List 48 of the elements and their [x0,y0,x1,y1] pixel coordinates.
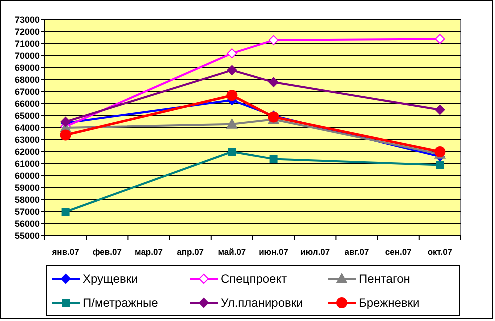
y-tick-label: 61000 [14,159,40,170]
x-tick-label: фев.07 [92,247,122,257]
legend-label: Пентагон [359,272,410,286]
y-tick-label: 56000 [14,219,40,230]
point [268,35,279,46]
x-tick-label: май.07 [218,247,246,257]
x-tick-label: апр.07 [177,247,204,257]
x-tick-label: сен.07 [385,247,412,257]
y-tick-label: 62000 [14,147,40,158]
y-tick-label: 71000 [14,39,40,50]
y-tick-label: 65000 [14,111,40,122]
point [268,77,279,88]
x-tick-label: июл.07 [300,247,330,257]
legend-label: Хрущевки [83,272,138,286]
y-tick-label: 55000 [14,231,40,242]
point [227,65,238,76]
y-tick-label: 58000 [14,195,40,206]
legend-label: Спецпроект [221,272,288,286]
y-tick-label: 69000 [14,63,40,74]
y-tick-label: 72000 [14,27,40,38]
y-tick-label: 67000 [14,87,40,98]
x-tick-label: мар.07 [135,247,164,257]
point [226,90,238,102]
point [62,208,70,216]
y-tick-label: 64000 [14,123,40,134]
y-tick-label: 66000 [14,99,40,110]
legend-label: П/метражные [83,296,159,310]
point [435,105,446,115]
x-tick-label: янв.07 [52,247,80,257]
y-tick-label: 70000 [14,51,40,62]
x-tick-label: окт.07 [428,247,453,257]
point [436,161,444,170]
y-tick-label: 63000 [14,135,40,146]
y-tick-label: 57000 [14,207,40,218]
y-tick-label: 68000 [14,75,40,86]
point [60,130,72,141]
legend-label: Ул.планировки [221,296,304,310]
y-tick-label: 73000 [14,15,40,26]
point [227,48,238,59]
point [228,148,236,156]
x-tick-label: июн.07 [259,247,289,257]
point [226,118,238,129]
y-tick-label: 59000 [14,183,40,194]
point [270,155,278,164]
y-tick-label: 60000 [14,171,40,182]
point [435,34,446,44]
legend-label: Брежневки [359,296,420,310]
x-tick-label: авг.07 [344,247,370,257]
